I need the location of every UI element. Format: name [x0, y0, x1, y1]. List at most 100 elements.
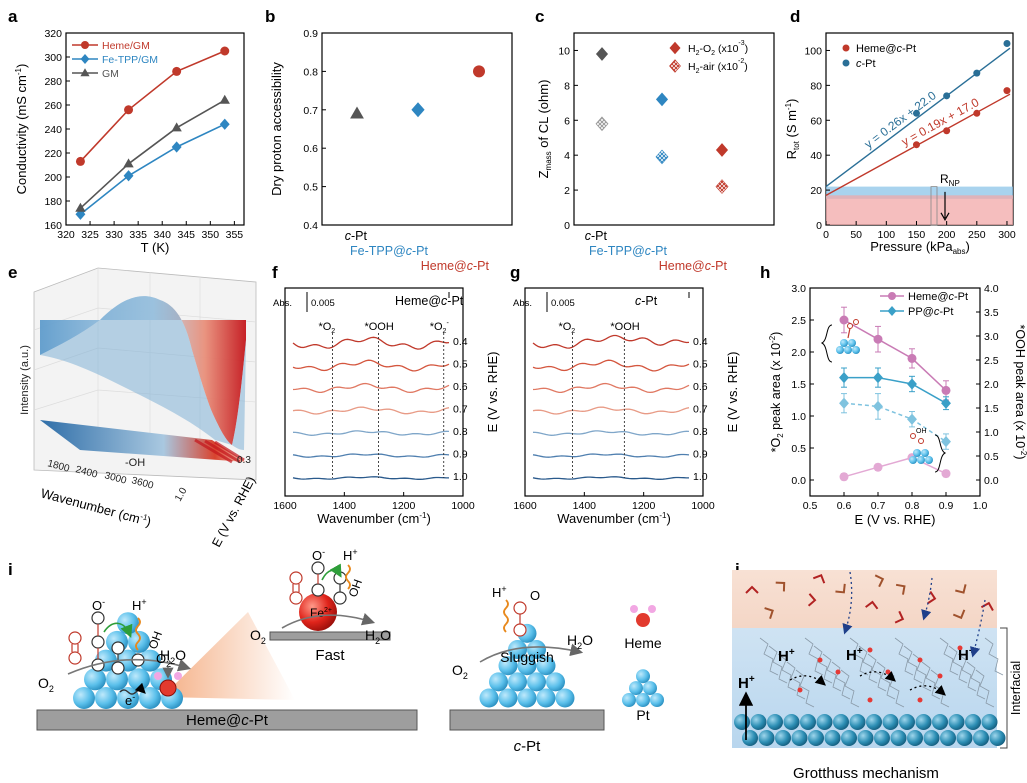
- y-label-c-main: Z: [536, 170, 551, 178]
- y-tick-label: 0.7: [303, 105, 318, 117]
- y-label-d-main: R: [784, 150, 799, 159]
- i-h2o-right-sub: 2: [577, 641, 582, 651]
- h-oh-label: OH: [916, 428, 927, 435]
- label-part: -air (x10: [700, 61, 739, 73]
- data-point: [839, 315, 849, 325]
- i-o2-right-main: O: [452, 662, 463, 678]
- y-axis-label-d: Rtot (S m-1): [784, 99, 801, 160]
- data-point: [411, 102, 425, 118]
- h-yl-main: *O: [769, 437, 783, 452]
- x-label-d-sub: abs: [953, 247, 966, 256]
- pt-atom: [890, 730, 907, 746]
- j-bulk-water: [732, 570, 997, 628]
- x-tick-label: 1400: [573, 500, 597, 512]
- pt-atom: [816, 714, 833, 730]
- h-o-atom: [918, 438, 924, 444]
- i-ominus-left-sup: -: [102, 597, 105, 607]
- panel-e: Intensity (a.u.) -OH 1800 2400 3000 3600 0.…: [19, 267, 258, 549]
- i-h2o-left-main: H: [160, 647, 170, 663]
- legend-d: Heme@c-Ptc-Pt: [842, 43, 916, 70]
- water-molecule: [894, 610, 905, 624]
- legend-label: PP@c-Pt: [908, 306, 953, 318]
- peak-main: *O: [318, 321, 331, 333]
- oxygen-dot: [867, 697, 873, 703]
- i-ominus-mid-sup: -: [322, 547, 325, 557]
- x-tick-label: 0.5: [803, 500, 818, 512]
- label-part: -Pt: [902, 43, 916, 55]
- pt-atom: [643, 681, 657, 696]
- pt-atom: [479, 688, 499, 708]
- pt-atom: [527, 640, 546, 660]
- e-x-label-main: Wavenumber (cm: [39, 485, 142, 526]
- category-label: Heme@c-Pt: [421, 259, 490, 273]
- series-line: [844, 376, 947, 404]
- i-hcp-1: Heme@: [186, 712, 241, 729]
- e-surface-top: [40, 296, 246, 445]
- pt-atom: [508, 672, 527, 692]
- y-tick-label: 260: [44, 100, 62, 112]
- pt-atom: [833, 714, 849, 730]
- series-a: [75, 46, 230, 220]
- mesh-strand: [948, 645, 968, 684]
- plot-frame-h: [809, 287, 981, 497]
- x-tick-label: 330: [105, 229, 123, 241]
- i-ominus-left-main: O: [92, 598, 102, 613]
- spectra-f: 1600 1400 1200 1000 Abs. 0.005 Heme@c-Pt 0.4 0.5…: [273, 292, 475, 512]
- i-o2-down-main: O: [156, 651, 166, 666]
- pt-atom: [73, 687, 95, 709]
- data-point: [941, 385, 951, 395]
- data-point: [973, 109, 981, 117]
- spectrum-line: [292, 430, 450, 436]
- label-part: H: [688, 61, 696, 73]
- water-molecule: [927, 590, 937, 605]
- mesh-strand: [759, 637, 779, 676]
- pt-atom: [899, 714, 915, 730]
- panel-g: 1600 1400 1200 1000 Abs. 0.005 c-Pt 0.4 0.5 0.6 0.…: [513, 287, 740, 526]
- pt-atom: [866, 714, 882, 730]
- i-legend-heme-core: [636, 613, 650, 627]
- pt-atom: [775, 730, 791, 746]
- i-h2o-left-sub: 2: [170, 656, 175, 666]
- label-part: -3: [738, 40, 744, 47]
- j-hplus-main: H: [738, 675, 749, 692]
- y-tick-label: 2: [564, 185, 570, 197]
- label-part: -Pt: [447, 294, 464, 308]
- label-part: Heme@: [395, 294, 441, 308]
- y-axis-ticks-a: 160 180 200 220 240 260 280 300 320: [44, 28, 70, 232]
- category-label: c-Pt: [345, 229, 368, 243]
- y-tick-label: 280: [44, 76, 62, 88]
- i-o-atom: [91, 611, 105, 625]
- j-hplus: H+: [778, 647, 795, 665]
- i-ominus-mid-main: O: [312, 548, 322, 563]
- panel-letter-f: f: [272, 263, 278, 282]
- spectrum-line: [532, 359, 690, 372]
- water-molecule: [895, 583, 906, 595]
- y-tick-label: 60: [810, 115, 822, 127]
- y-label-d-sup: -1: [784, 102, 793, 110]
- y-axis-label-c: Zmass of CL (ohm): [536, 80, 553, 179]
- i-fast-plate: [269, 631, 391, 641]
- y-label-a-close: ): [14, 64, 29, 68]
- i-o-atom: [289, 591, 303, 605]
- i-o2-left: O2: [38, 675, 54, 694]
- x-tick-label: 1600: [513, 500, 537, 512]
- y-tick-label: 1.0: [791, 411, 806, 423]
- f-x-label: Wavenumber (cm-1): [317, 511, 431, 526]
- water-molecule: [812, 573, 826, 584]
- i-h2o-mid-rest: O: [380, 627, 391, 643]
- data-point: [873, 371, 883, 384]
- data-point: [715, 179, 729, 194]
- legend-a: Heme/GM Fe-TPP/GM GM: [72, 40, 158, 80]
- y-tick-label: 1.5: [791, 379, 806, 391]
- fit-line: [825, 47, 1011, 188]
- panel-letter-i: i: [8, 560, 13, 579]
- oxygen-dot: [797, 687, 803, 693]
- h-o-atom: [847, 323, 853, 329]
- mesh-strand: [921, 661, 941, 700]
- pt-atom: [517, 688, 537, 708]
- h-yr-close: ): [1013, 455, 1027, 459]
- pt-atom: [973, 730, 989, 746]
- data-point: [973, 69, 981, 77]
- data-point: [873, 462, 883, 472]
- legend-label: c-Pt: [856, 58, 876, 70]
